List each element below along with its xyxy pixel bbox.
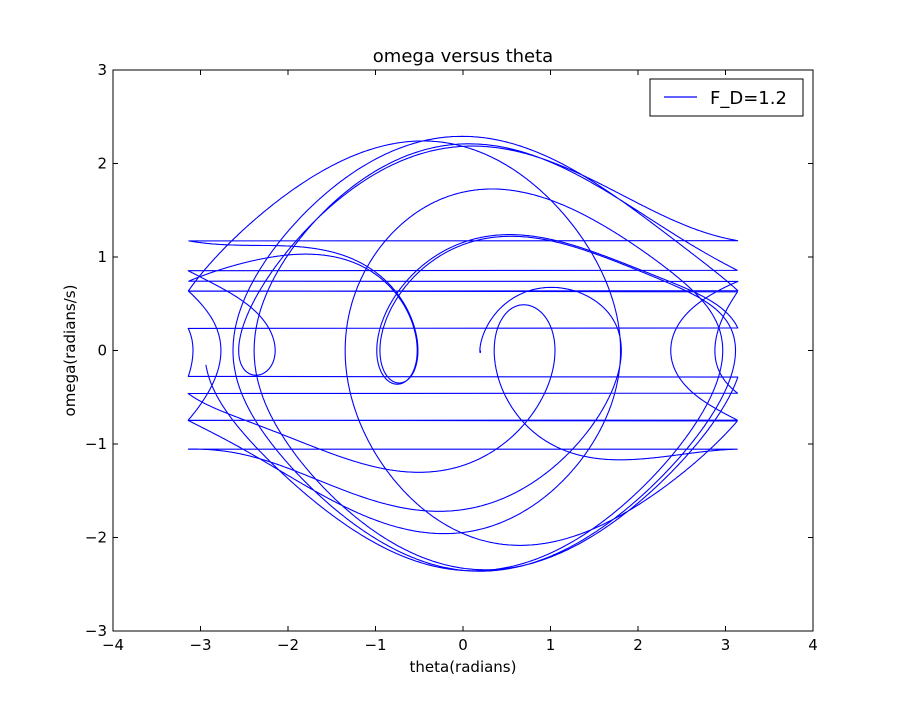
y-tick-label: −1 <box>85 435 107 453</box>
y-axis-label: omega(radians/s) <box>61 285 79 417</box>
y-tick-label: −2 <box>85 529 107 547</box>
series-layer <box>187 135 739 572</box>
series-line-fd-1-2 <box>187 135 739 572</box>
x-tick-label: −2 <box>277 636 299 654</box>
x-tick-label: 1 <box>546 636 556 654</box>
y-tick-label: 2 <box>97 155 107 173</box>
x-tick-label: 2 <box>633 636 643 654</box>
x-tick-label: 0 <box>458 636 468 654</box>
y-tick-label: −3 <box>85 622 107 640</box>
plot-frame <box>112 69 814 632</box>
plot-frame-background <box>113 70 813 631</box>
chart-title: omega versus theta <box>373 46 553 67</box>
y-tick-label: 0 <box>97 342 107 360</box>
legend: F_D=1.2 <box>649 78 804 117</box>
x-tick-label: 3 <box>721 636 731 654</box>
legend-label: F_D=1.2 <box>710 88 787 109</box>
y-tick-label: 3 <box>97 61 107 79</box>
x-tick-label: 4 <box>808 636 818 654</box>
x-tick-label: −1 <box>364 636 386 654</box>
y-tick-label: 1 <box>97 248 107 266</box>
x-tick-label: −4 <box>102 636 124 654</box>
x-tick-label: −3 <box>189 636 211 654</box>
x-axis-label: theta(radians) <box>410 658 517 676</box>
